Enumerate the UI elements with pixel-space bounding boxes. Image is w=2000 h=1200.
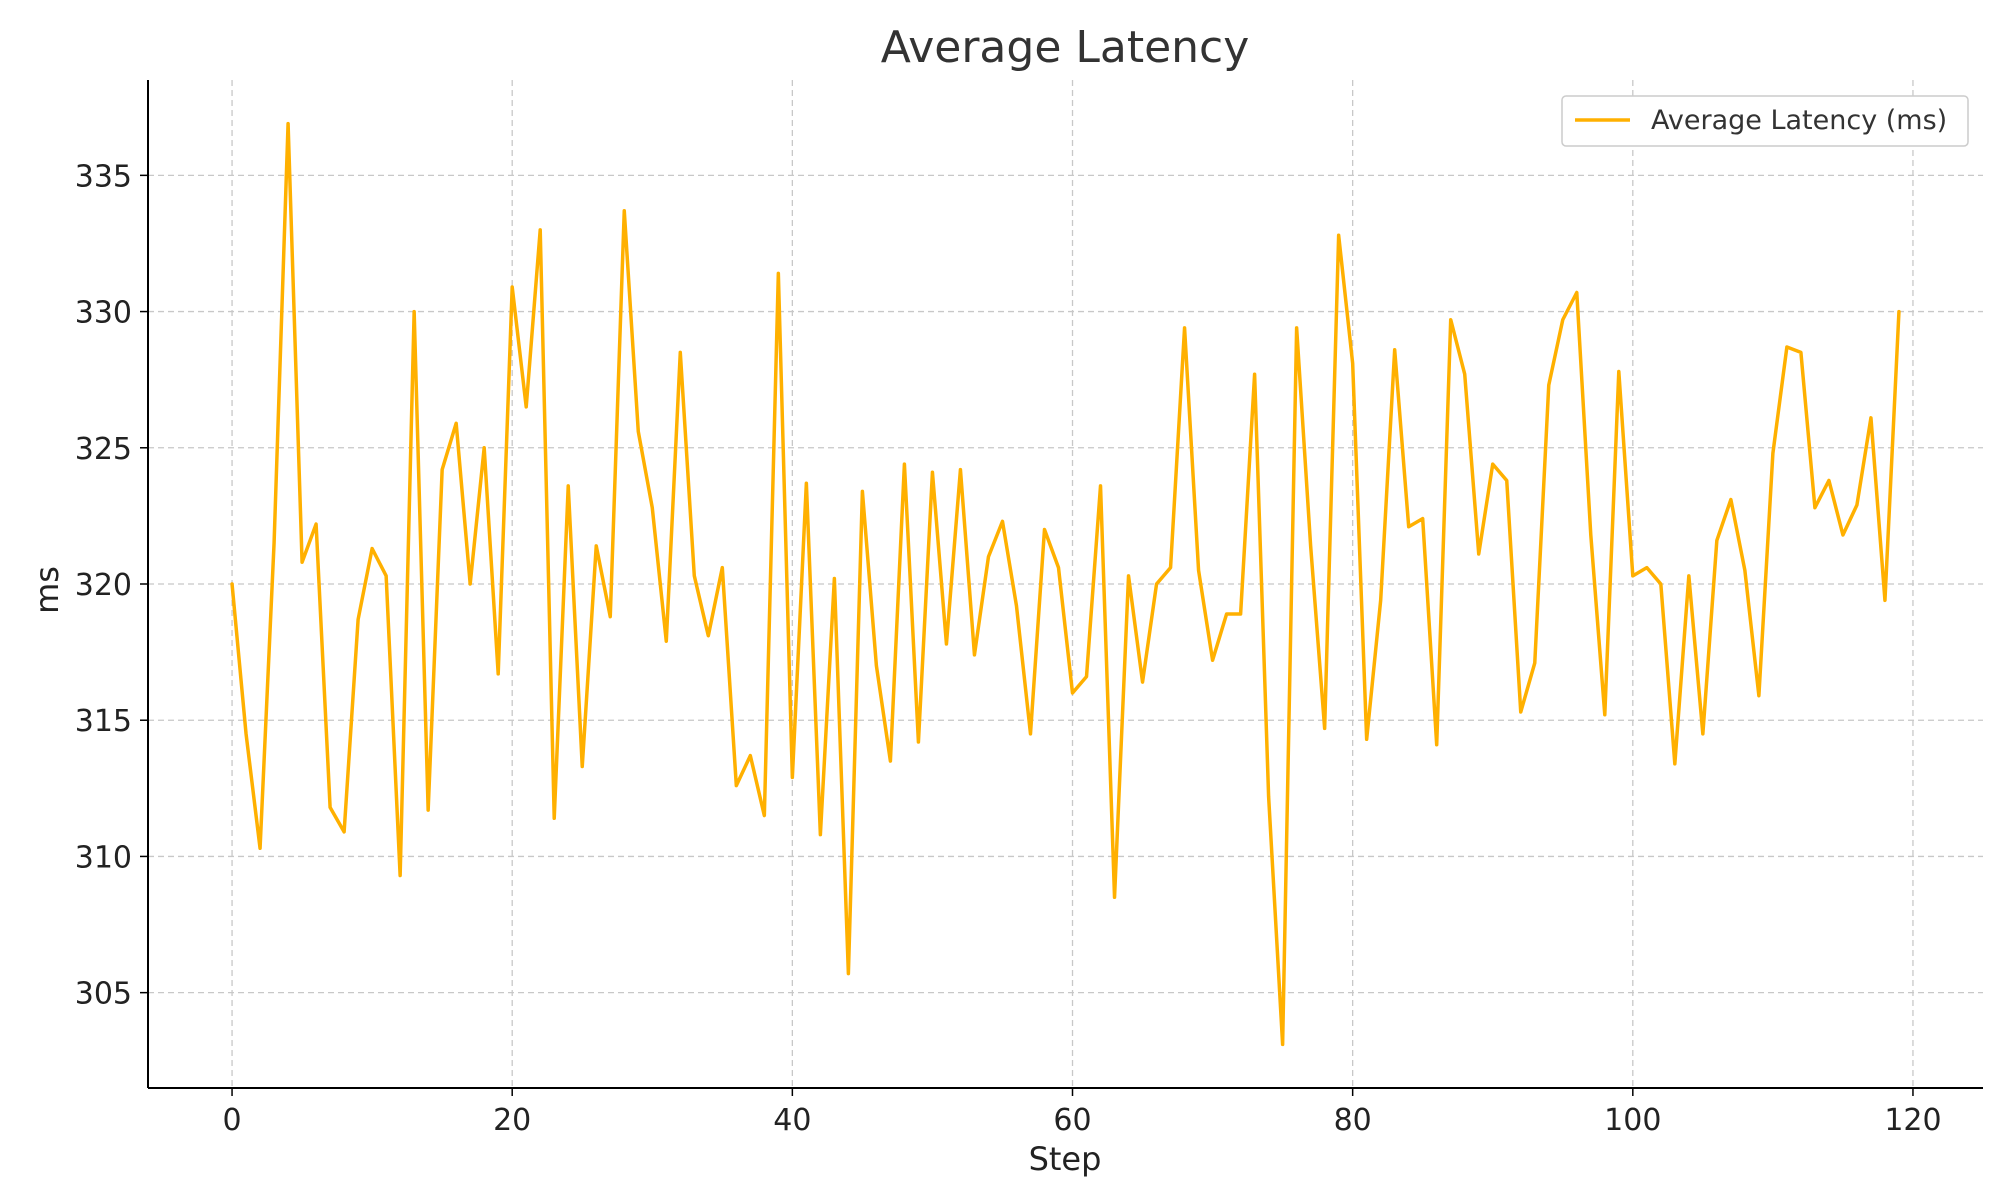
y-tick-label: 335 bbox=[75, 159, 132, 194]
grid-lines bbox=[148, 80, 1983, 1088]
y-tick-label: 305 bbox=[75, 977, 132, 1012]
y-tick-label: 315 bbox=[75, 704, 132, 739]
series-line bbox=[230, 121, 1901, 1047]
y-tick-label: 320 bbox=[75, 568, 132, 603]
x-tick-label: 40 bbox=[773, 1103, 811, 1138]
y-axis-label: ms bbox=[28, 566, 66, 614]
x-tick-label: 20 bbox=[493, 1103, 531, 1138]
legend: Average Latency (ms) bbox=[1561, 95, 1969, 147]
x-tick-label: 0 bbox=[222, 1103, 241, 1138]
x-tick-label: 80 bbox=[1334, 1103, 1372, 1138]
series-layer bbox=[230, 121, 1901, 1047]
y-tick-label: 330 bbox=[75, 296, 132, 331]
y-ticks: 305 310 315 320 325 330 335 bbox=[75, 159, 148, 1012]
x-tick-label: 120 bbox=[1884, 1103, 1941, 1138]
x-tick-label: 100 bbox=[1604, 1103, 1661, 1138]
x-axis-label: Step bbox=[1029, 1140, 1102, 1178]
x-ticks: 0 20 40 60 80 100 120 bbox=[222, 1088, 1942, 1138]
x-tick-label: 60 bbox=[1053, 1103, 1091, 1138]
legend-label: Average Latency (ms) bbox=[1651, 105, 1947, 136]
legend-box bbox=[1561, 95, 1969, 147]
y-tick-label: 325 bbox=[75, 432, 132, 467]
y-tick-label: 310 bbox=[75, 840, 132, 875]
chart-title: Average Latency bbox=[881, 22, 1250, 73]
